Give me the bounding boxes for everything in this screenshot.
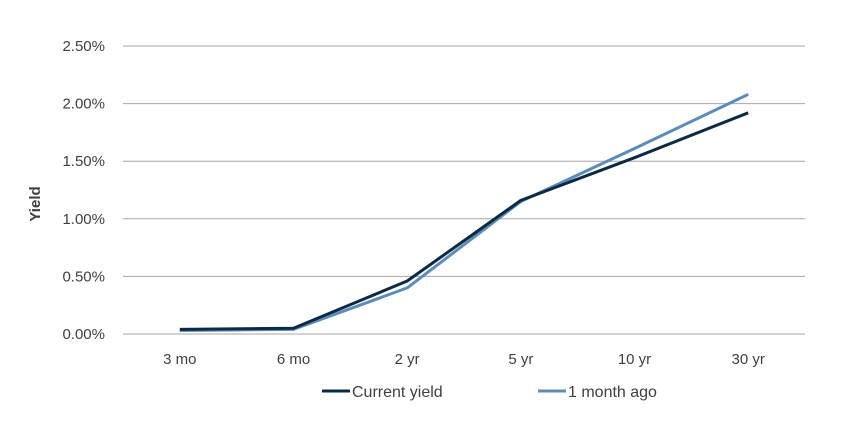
x-tick-label: 6 mo bbox=[277, 351, 310, 368]
y-tick-label: 0.00% bbox=[62, 326, 105, 343]
legend-label: Current yield bbox=[352, 384, 443, 401]
x-tick-label: 2 yr bbox=[395, 351, 420, 368]
series-line-current-yield bbox=[179, 111, 749, 331]
y-axis-title: Yield bbox=[27, 186, 44, 221]
series-lines bbox=[179, 93, 749, 332]
y-tick-label: 0.50% bbox=[62, 268, 105, 285]
y-tick-label: 2.00% bbox=[62, 96, 105, 113]
y-tick-label: 1.50% bbox=[62, 153, 105, 170]
gridlines bbox=[123, 45, 805, 335]
x-tick-label: 10 yr bbox=[618, 351, 651, 368]
x-tick-label: 3 mo bbox=[163, 351, 196, 368]
x-axis-tick-labels: 3 mo 6 mo 2 yr 5 yr 10 yr 30 yr bbox=[163, 351, 765, 368]
legend: Current yield 1 month ago bbox=[322, 384, 657, 401]
x-tick-label: 5 yr bbox=[508, 351, 533, 368]
series-line-1-month-ago bbox=[179, 93, 749, 332]
y-tick-label: 2.50% bbox=[62, 38, 105, 55]
y-axis-tick-labels: 0.00% 0.50% 1.00% 1.50% 2.00% 2.50% bbox=[62, 38, 105, 343]
legend-label: 1 month ago bbox=[568, 384, 657, 401]
y-tick-label: 1.00% bbox=[62, 211, 105, 228]
x-tick-label: 30 yr bbox=[731, 351, 764, 368]
